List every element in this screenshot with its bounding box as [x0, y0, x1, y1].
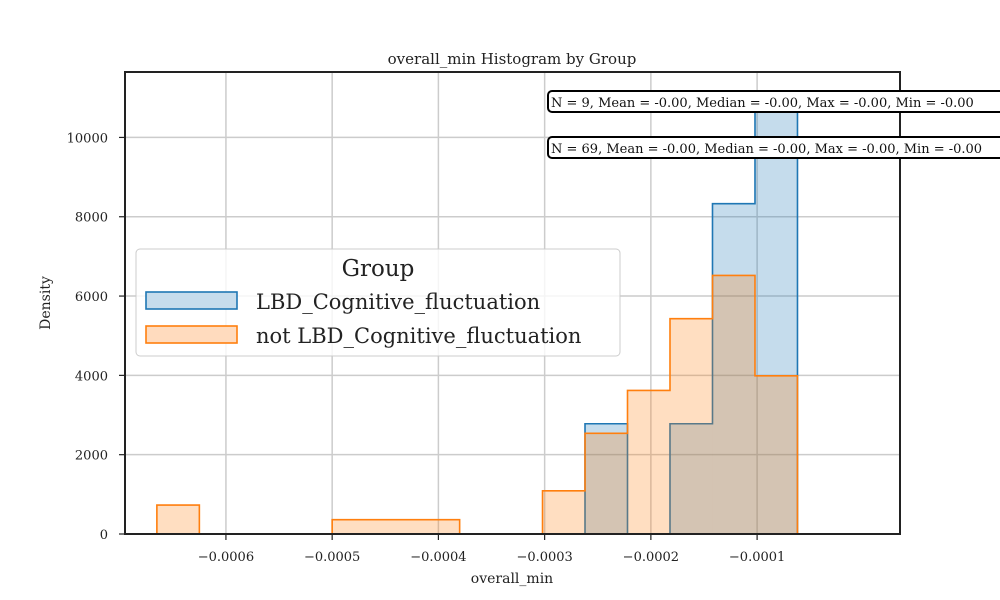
series-lbd [584, 93, 799, 535]
histogram-bars [156, 93, 799, 535]
histogram-bar [585, 433, 628, 534]
legend-title: Group [342, 256, 415, 282]
y-tick-label: 0 [100, 528, 108, 543]
histogram-bar [542, 490, 586, 534]
histogram-bar [585, 423, 628, 534]
x-tick-label: −0.0002 [623, 550, 679, 565]
stats-annotation-not-lbd: N = 69, Mean = -0.00, Median = -0.00, Ma… [547, 136, 1000, 159]
histogram-bar [627, 390, 670, 534]
histogram-bar [712, 203, 755, 534]
y-tick-label: 8000 [75, 211, 108, 226]
histogram-bar [754, 375, 798, 534]
x-tick-label: −0.0003 [516, 550, 572, 565]
stats-annotation-lbd: N = 9, Mean = -0.00, Median = -0.00, Max… [547, 90, 1000, 113]
histogram-bar [754, 93, 798, 534]
y-tick-label: 2000 [75, 449, 108, 464]
chart-title: overall_min Histogram by Group [388, 50, 637, 68]
y-tick-label: 6000 [75, 290, 108, 305]
y-tick-label: 4000 [75, 369, 108, 384]
x-axis-label: overall_min [471, 571, 553, 587]
histogram-bar [712, 275, 755, 534]
stats-annotation-box [547, 136, 1000, 159]
histogram-bar [669, 318, 713, 534]
histogram-bar [332, 519, 460, 534]
stats-annotation-text: N = 69, Mean = -0.00, Median = -0.00, Ma… [551, 142, 982, 157]
legend: Group LBD_Cognitive_fluctuation not LBD_… [135, 248, 621, 357]
legend-swatch-not-lbd [145, 325, 238, 344]
axis-ticks: −0.0006 −0.0005 −0.0004 −0.0003 −0.0002 −0.00… [67, 131, 786, 565]
stats-annotation-text: N = 9, Mean = -0.00, Median = -0.00, Max… [551, 96, 974, 111]
x-tick-label: −0.0006 [198, 550, 254, 565]
series-not-lbd [156, 274, 799, 535]
histogram-bar [156, 505, 200, 534]
legend-box [135, 248, 621, 357]
plot-frame [124, 71, 901, 535]
x-tick-label: −0.0005 [304, 550, 360, 565]
y-tick-label: 10000 [67, 131, 108, 146]
x-tick-label: −0.0001 [729, 550, 785, 565]
histogram-bar [669, 423, 713, 534]
legend-label-not-lbd: not LBD_Cognitive_fluctuation [256, 324, 581, 348]
y-axis-label: Density [38, 276, 54, 330]
stats-annotation-box [547, 90, 1000, 113]
x-tick-label: −0.0004 [410, 550, 466, 565]
legend-swatch-lbd [145, 291, 238, 310]
legend-label-lbd: LBD_Cognitive_fluctuation [256, 290, 540, 314]
